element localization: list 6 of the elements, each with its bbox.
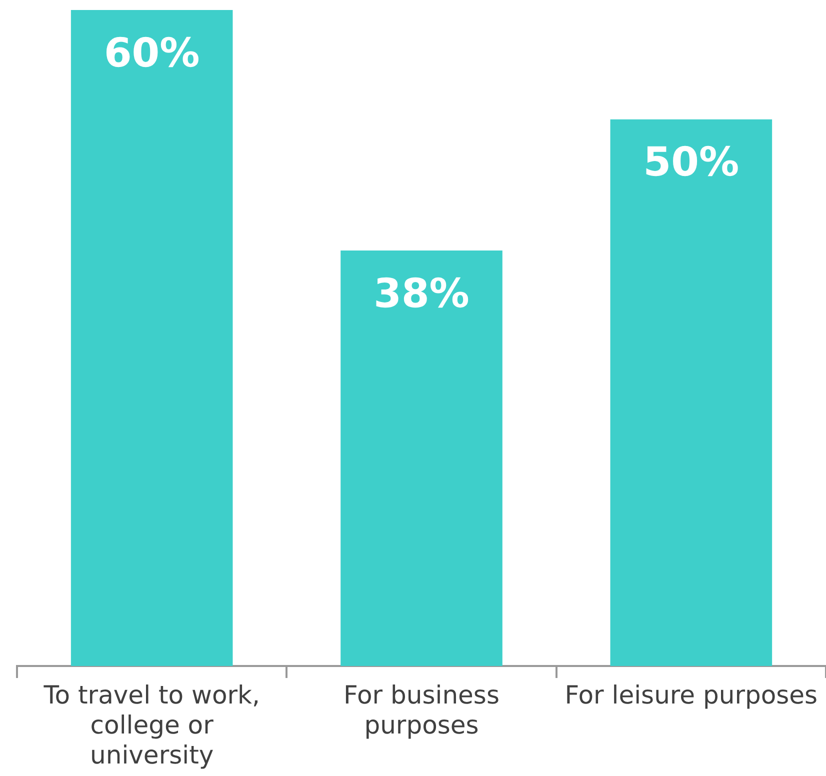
- data-label: 60%: [104, 30, 200, 76]
- data-label: 38%: [374, 270, 470, 317]
- data-label: 50%: [643, 140, 740, 186]
- x-tick-label: For business purposes: [344, 680, 500, 740]
- x-tick-label: To travel to work, college or university: [42, 680, 260, 770]
- x-tick-label: For leisure purposes: [564, 680, 818, 710]
